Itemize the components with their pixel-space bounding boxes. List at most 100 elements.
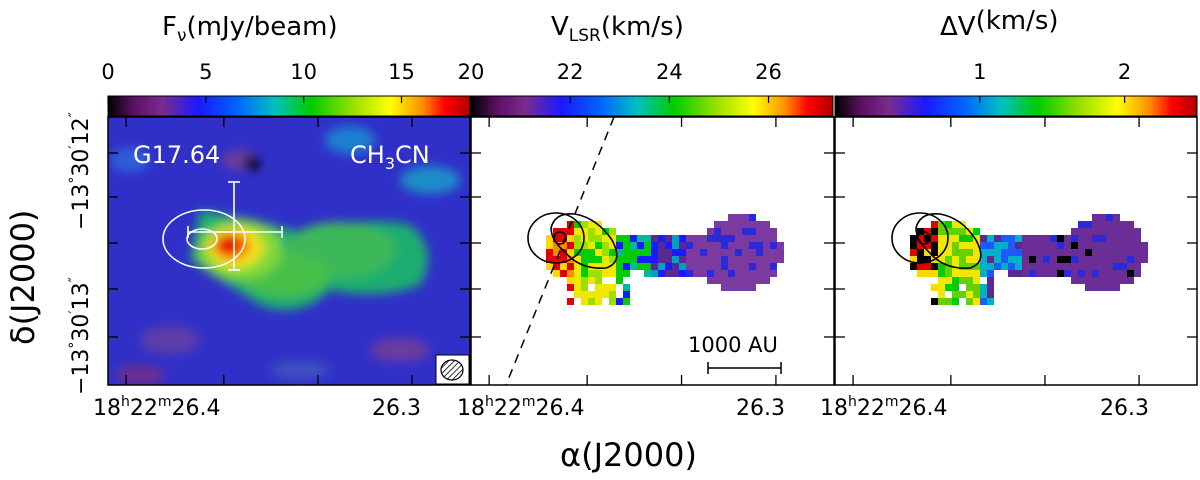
map-pixel [1120,228,1127,235]
map-pixel [581,249,588,256]
map-pixel [602,284,609,291]
scalebar-label: 1000 AU [688,333,778,357]
xtick-p3-b: 26.3 [1100,396,1149,421]
panel-velocity: 1000 AU [470,116,835,386]
map-pixel [1078,256,1085,263]
map-pixel [714,242,721,249]
map-pixel [588,277,595,284]
map-pixel [945,228,952,235]
colorbar-3 [834,95,1198,117]
map-pixel [609,270,616,277]
map-pixel [595,263,602,270]
map-pixel [574,256,581,263]
map-pixel [574,249,581,256]
map-pixel [763,249,770,256]
map-pixel [756,235,763,242]
map-pixel [658,263,665,270]
map-pixel [637,263,644,270]
map-pixel [980,235,987,242]
map-pixel [1092,235,1099,242]
map-pixel [763,235,770,242]
map-pixel [980,249,987,256]
map-pixel [637,242,644,249]
map-pixel [574,284,581,291]
map-pixel [770,235,777,242]
map-pixel [749,277,756,284]
map-pixel [693,249,700,256]
colorbar-tick-label: 20 [458,60,485,84]
map-pixel [1113,228,1120,235]
map-pixel [1113,221,1120,228]
map-pixel [581,263,588,270]
map-pixel [966,277,973,284]
map-pixel [1008,256,1015,263]
map-pixel [959,263,966,270]
map-pixel [1092,228,1099,235]
map-pixel [735,221,742,228]
map-pixel [707,235,714,242]
map-pixel [987,291,994,298]
map-pixel [931,284,938,291]
map-pixel [574,228,581,235]
colorbar-tick-label: 15 [388,60,415,84]
map-pixel [707,277,714,284]
map-pixel [742,256,749,263]
map-pixel [588,256,595,263]
map-pixel [735,284,742,291]
map-pixel [581,298,588,305]
cb3-label-main: ΔV [940,12,976,42]
map-pixel [924,256,931,263]
map-pixel [700,263,707,270]
map-pixel [1099,242,1106,249]
map-pixel [756,242,763,249]
map-pixel [1099,277,1106,284]
map-pixel [595,291,602,298]
map-pixel [560,235,567,242]
map-pixel [553,256,560,263]
map-pixel [623,263,630,270]
map-pixel [700,249,707,256]
cb1-label-rest: (mJy/beam) [186,12,337,42]
map-pixel [637,235,644,242]
map-pixel [651,263,658,270]
map-pixel [1085,235,1092,242]
map-pixel [1106,270,1113,277]
map-pixel [966,263,973,270]
map-pixel [938,228,945,235]
map-pixel [1078,221,1085,228]
map-pixel [938,256,945,263]
colorbar-tick-label: 10 [290,60,317,84]
map-pixel [714,263,721,270]
map-pixel [1106,277,1113,284]
map-pixel [707,242,714,249]
map-pixel [1043,263,1050,270]
map-pixel [700,270,707,277]
map-pixel [658,270,665,277]
map-pixel [679,263,686,270]
xtick-p1-b: 26.3 [372,396,421,421]
map-pixel [1120,221,1127,228]
cb2-label-rest: (km/s) [601,12,684,42]
map-pixel [1099,221,1106,228]
beam-ellipse [440,359,464,381]
map-pixel [728,249,735,256]
map-pixel [917,270,924,277]
map-pixel [707,249,714,256]
map-pixel [630,235,637,242]
map-pixel [1015,235,1022,242]
map-pixel [1134,263,1141,270]
map-pixel [560,256,567,263]
map-pixel [707,228,714,235]
map-pixel [623,291,630,298]
map-pixel [910,235,917,242]
map-pixel [938,263,945,270]
map-pixel [770,270,777,277]
map-pixel [1078,263,1085,270]
map-pixel [644,235,651,242]
map-pixel [973,256,980,263]
map-pixel [735,256,742,263]
map-pixel [637,249,644,256]
xtick-p3-a: 18h22m26.4 [820,394,948,421]
map-pixel [1141,249,1148,256]
map-pixel [1050,270,1057,277]
